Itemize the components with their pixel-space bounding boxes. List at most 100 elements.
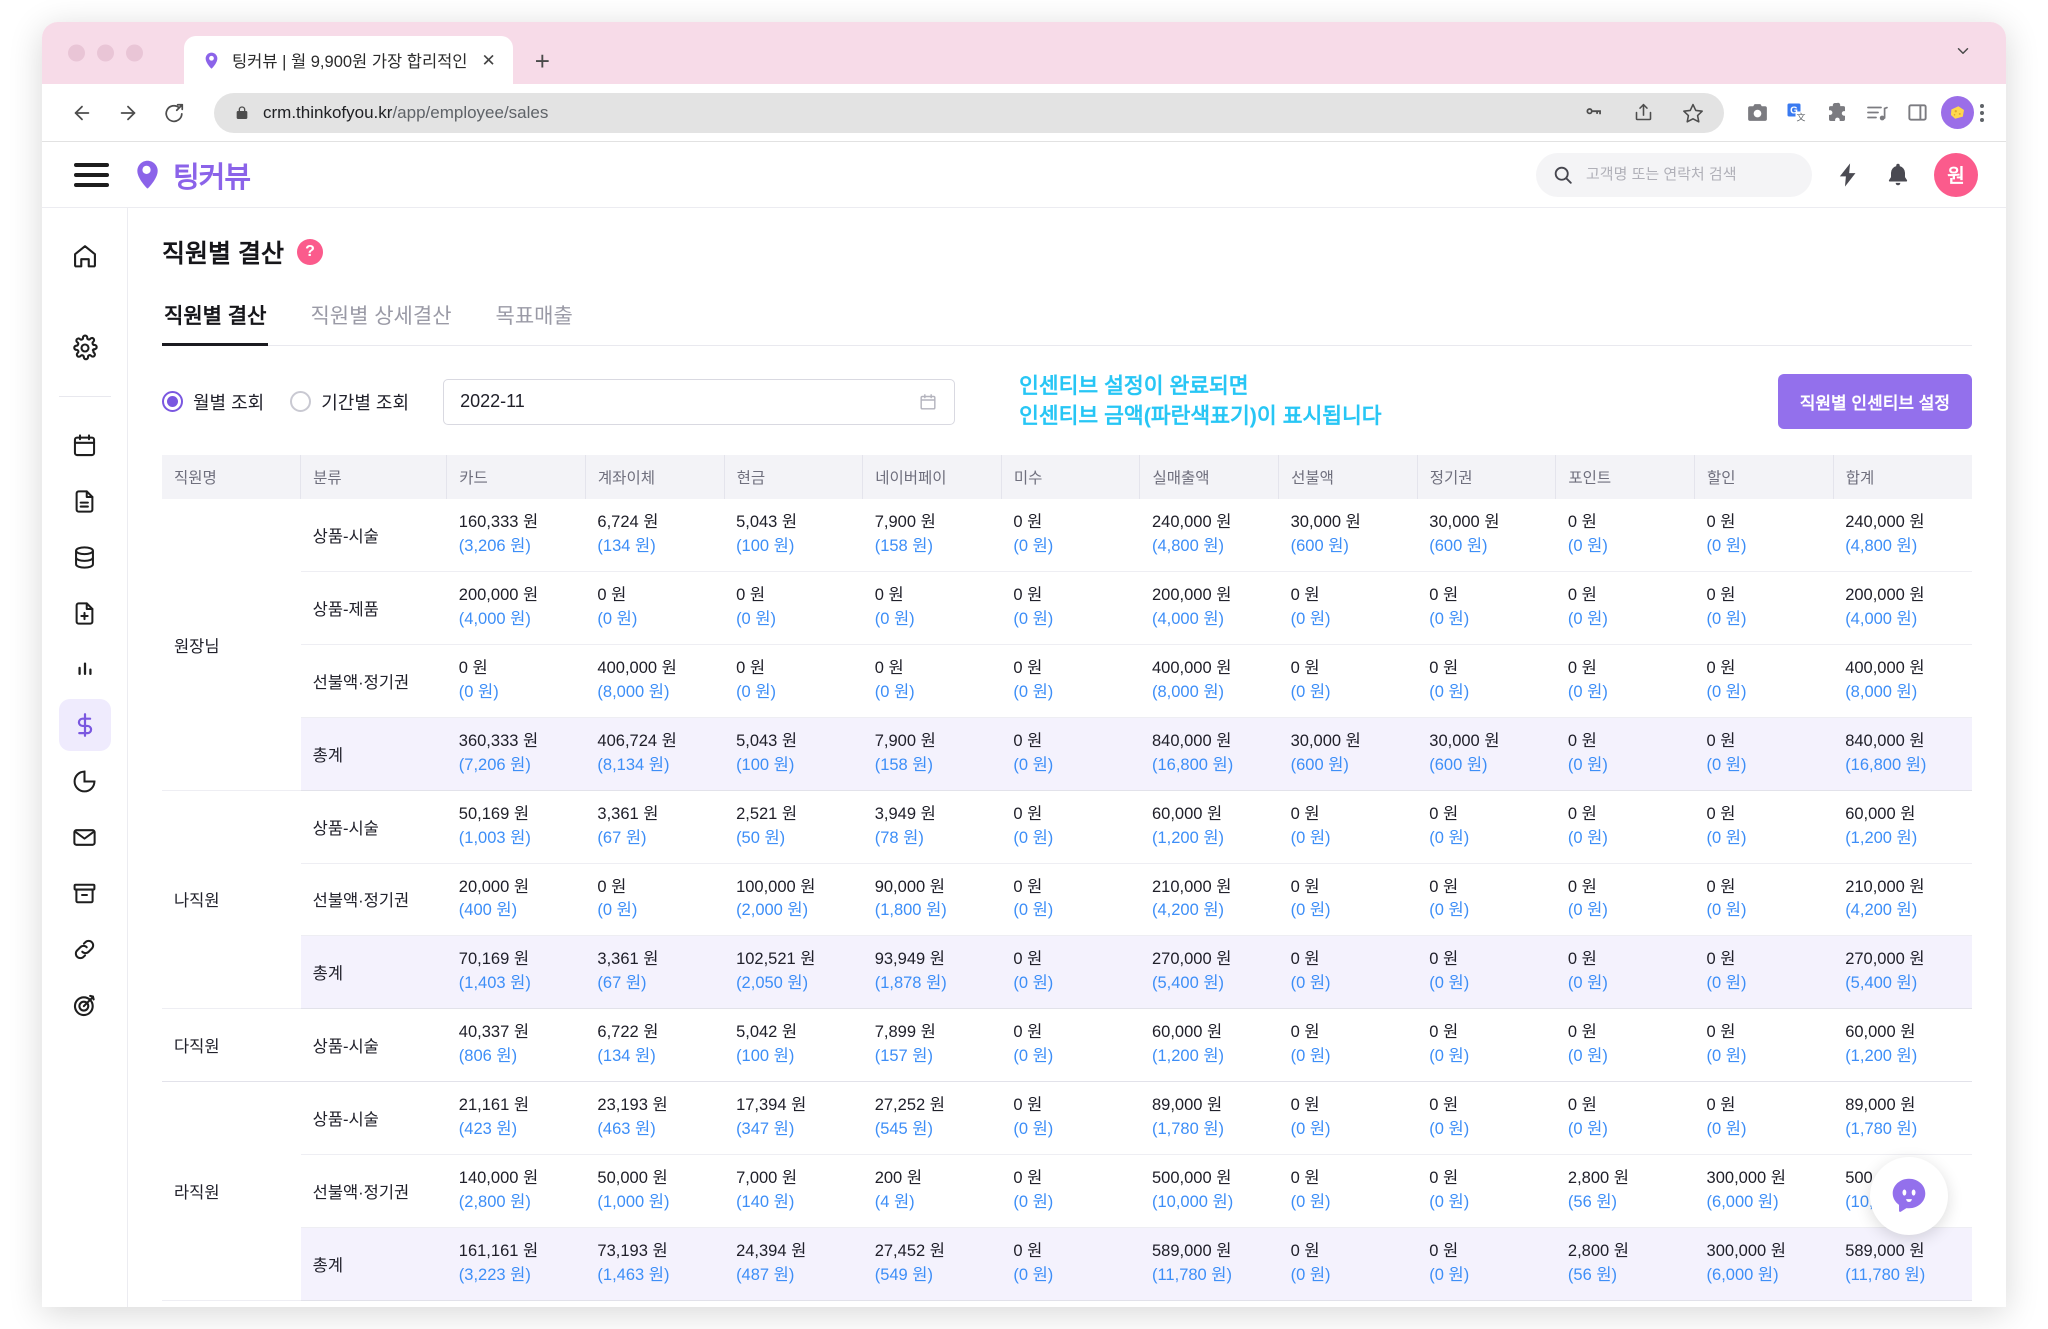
incentive-value: (0 원) — [1567, 537, 1608, 556]
chevron-down-icon[interactable] — [1954, 42, 1972, 64]
extensions-puzzle-icon[interactable] — [1820, 96, 1854, 130]
sidebar-item-document[interactable] — [59, 475, 111, 527]
table-row[interactable]: 선불액·정기권 0 원 (0 원) 400,000 원 (8,000 원) 0 원 (0 원… — [162, 644, 1972, 718]
amount-value: 210,000 원 — [1845, 877, 1925, 896]
amount-value: 60,000 원 — [1151, 1023, 1223, 1042]
reload-icon[interactable] — [154, 93, 194, 133]
incentive-value: (0 원) — [1429, 828, 1470, 847]
search-box[interactable] — [1536, 152, 1812, 197]
amount-value: 0 원 — [1567, 804, 1597, 823]
month-picker-input[interactable]: 2022-11 — [443, 378, 956, 425]
incentive-value: (600 원) — [1290, 537, 1349, 556]
sidebar-item-archive[interactable] — [59, 867, 111, 919]
sidebar-item-settings[interactable] — [59, 322, 111, 374]
sidebar-item-links[interactable] — [59, 923, 111, 975]
sales-table-container[interactable]: 직원명 분류 카드 계좌이체 현금 네이버페이 미수 실매출액 선불액 정기권 포인트 할인 합계 원장… — [128, 455, 2006, 1307]
search-input[interactable] — [1586, 166, 1796, 183]
incentive-value: (463 원) — [597, 1119, 656, 1138]
sidebar-item-calendar[interactable] — [59, 419, 111, 471]
url-path: /app/employee/sales — [392, 102, 549, 122]
tab-target-sales[interactable]: 목표매출 — [495, 305, 573, 328]
new-tab-button[interactable]: + — [534, 46, 550, 76]
table-row[interactable]: 상품-제품 200,000 원 (4,000 원) 0 원 (0 원) 0 원 (0 원) 0… — [162, 571, 1972, 645]
amount-cell: 0 원 (0 원) — [1001, 499, 1140, 573]
incentive-value: (0 원) — [1290, 901, 1331, 920]
browser-tab[interactable]: 팅커뷰 | 월 9,900원 가장 합리적인 ✕ — [184, 36, 513, 84]
incentive-value: (1,800 원) — [874, 901, 947, 920]
employee-incentive-settings-button[interactable]: 직원별 인센티브 설정 — [1777, 374, 1972, 430]
kebab-menu-icon[interactable] — [1980, 103, 1984, 122]
incentive-value: (0 원) — [1706, 901, 1747, 920]
table-row[interactable]: 선불액·정기권 20,000 원 (400 원) 0 원 (0 원) 100,000 원 (… — [162, 863, 1972, 937]
sidebar-item-sales[interactable] — [58, 699, 111, 751]
amount-value: 0 원 — [1013, 659, 1043, 677]
omnibox[interactable]: crm.thinkofyou.kr/app/employee/sales — [214, 92, 1724, 133]
sidebar-item-messages[interactable] — [59, 811, 111, 863]
table-row[interactable]: 선불액·정기권 140,000 원 (2,800 원) 50,000 원 (1,000 … — [162, 1154, 1972, 1228]
incentive-value: (0 원) — [1013, 537, 1054, 556]
help-badge[interactable]: ? — [296, 239, 323, 265]
table-row[interactable]: 라직원 상품-시술 21,161 원 (423 원) 23,193 원 (463 원) 17… — [162, 1081, 1972, 1301]
amount-cell: 27,252 원 (545 원) — [862, 1081, 1002, 1155]
amount-cell: 5,043 원 (100 원) — [724, 717, 863, 791]
amount-cell: 0 원 (0 원) — [1278, 1008, 1418, 1083]
amount-value: 0 원 — [1706, 950, 1736, 969]
key-icon[interactable] — [1576, 96, 1610, 130]
table-row[interactable]: 다직원 상품-시술 40,337 원 (806 원) 6,722 원 (134 원) 5,0… — [162, 1008, 1972, 1083]
amount-cell: 30,000 원 (600 원) — [1417, 717, 1556, 791]
table-row[interactable]: 나직원 상품-시술 50,169 원 (1,003 원) 3,361 원 (67 원) 2,… — [162, 790, 1972, 1010]
maximize-window-button[interactable] — [126, 44, 143, 62]
side-panel-icon[interactable] — [1900, 96, 1934, 130]
incentive-value: (0 원) — [1013, 755, 1054, 774]
incentive-value: (0 원) — [1706, 610, 1747, 629]
amount-value: 0 원 — [1706, 1023, 1736, 1042]
minimize-window-button[interactable] — [97, 44, 114, 62]
calendar-icon[interactable] — [918, 392, 938, 412]
table-row[interactable]: 총계 70,169 원 (1,403 원) 3,361 원 (67 원) 102,521 … — [162, 935, 1972, 1010]
table-column-header: 분류 — [300, 455, 448, 500]
table-row[interactable]: 총계 360,333 원 (7,206 원) 406,724 원 (8,134 원) 5,… — [162, 717, 1972, 791]
amount-value: 210,000 원 — [1151, 877, 1232, 896]
profile-avatar-icon[interactable] — [1940, 96, 1974, 130]
table-row[interactable]: 총계 161,161 원 (3,223 원) 73,193 원 (1,463 원) 24,… — [162, 1227, 1972, 1301]
bell-icon[interactable] — [1884, 161, 1912, 189]
month-picker-value: 2022-11 — [460, 391, 525, 412]
amount-value: 89,000 원 — [1845, 1096, 1916, 1115]
sidebar-item-home[interactable] — [59, 230, 111, 282]
chat-widget-button[interactable] — [1870, 1157, 1948, 1235]
sidebar-item-analytics[interactable] — [59, 755, 111, 807]
radio-monthly[interactable]: 월별 조회 — [162, 389, 264, 415]
amount-cell: 7,900 원 (158 원) — [862, 717, 1002, 791]
table-row[interactable]: 원장님 상품-시술 160,333 원 (3,206 원) 6,724 원 (134 원)… — [162, 499, 1972, 791]
app-viewport: 팅커뷰 원 — [42, 142, 2006, 1307]
link-icon — [71, 936, 98, 963]
svg-text:文: 文 — [1796, 111, 1805, 122]
sidebar-item-database[interactable] — [59, 531, 111, 583]
tab-employee-detail-settlement[interactable]: 직원별 상세결산 — [310, 305, 452, 328]
window-traffic-lights[interactable] — [68, 44, 143, 62]
amount-cell: 5,043 원 (100 원) — [724, 499, 863, 573]
screenshot-camera-icon[interactable] — [1740, 96, 1774, 130]
forward-arrow-icon[interactable] — [108, 93, 148, 133]
amount-cell: 500,000 원 (10,000 원) — [1139, 1154, 1279, 1228]
radio-date-range[interactable]: 기간별 조회 — [290, 389, 409, 415]
media-playlist-icon[interactable] — [1860, 96, 1894, 130]
amount-cell: 0 원 (0 원) — [1001, 1154, 1140, 1228]
sidebar-item-statistics[interactable] — [59, 643, 111, 695]
hamburger-menu-icon[interactable] — [74, 162, 109, 187]
brand-logo[interactable]: 팅커뷰 — [131, 154, 251, 196]
amount-value: 7,000 원 — [736, 1168, 798, 1187]
star-icon[interactable] — [1676, 96, 1710, 130]
amount-value: 5,043 원 — [736, 513, 798, 532]
sidebar-item-new-document[interactable] — [59, 587, 111, 639]
category-cell: 총계 — [300, 1227, 447, 1301]
back-arrow-icon[interactable] — [62, 93, 102, 133]
sidebar-item-targets[interactable] — [59, 979, 111, 1031]
tab-employee-settlement[interactable]: 직원별 결산 — [162, 292, 269, 346]
close-window-button[interactable] — [68, 44, 85, 62]
lightning-bolt-icon[interactable] — [1834, 161, 1862, 189]
user-avatar[interactable]: 원 — [1934, 152, 1978, 197]
share-icon[interactable] — [1626, 96, 1660, 130]
close-icon[interactable]: ✕ — [481, 50, 496, 70]
